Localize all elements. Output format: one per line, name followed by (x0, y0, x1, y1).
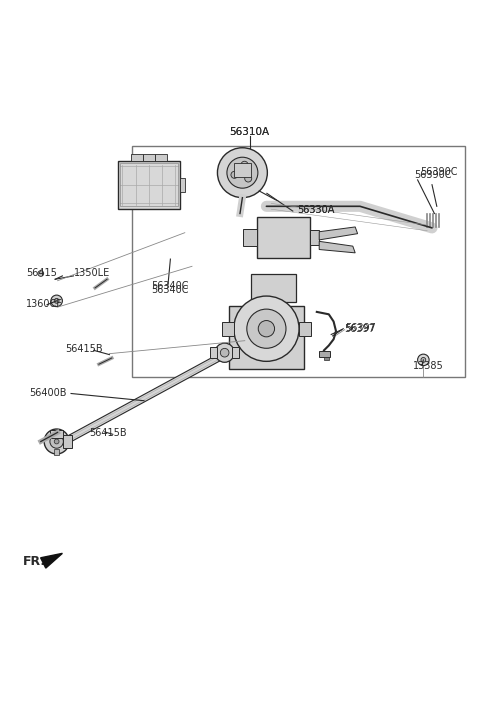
Text: 56415B: 56415B (89, 428, 126, 438)
Bar (324, 357, 329, 360)
Text: 56397: 56397 (345, 324, 375, 334)
Text: 56340C: 56340C (151, 285, 189, 295)
Text: 56340C: 56340C (151, 282, 189, 292)
Text: 13385: 13385 (413, 360, 444, 370)
Text: 56415B: 56415B (65, 344, 102, 354)
Polygon shape (319, 242, 355, 253)
Text: 56330A: 56330A (298, 204, 335, 214)
Bar (143, 154, 155, 161)
Polygon shape (319, 227, 358, 240)
Circle shape (44, 429, 69, 454)
Text: 56390C: 56390C (414, 170, 451, 180)
Bar (132, 147, 465, 377)
Text: 1360CF: 1360CF (26, 299, 63, 309)
Text: 56310A: 56310A (229, 127, 270, 137)
Bar (319, 351, 330, 357)
Polygon shape (118, 161, 180, 209)
Circle shape (227, 157, 258, 188)
Text: FR.: FR. (23, 555, 46, 568)
Polygon shape (299, 322, 311, 336)
Text: 56400B: 56400B (29, 388, 66, 398)
Circle shape (245, 175, 252, 182)
Circle shape (54, 439, 59, 444)
Circle shape (258, 320, 275, 337)
Text: 56310A: 56310A (229, 127, 270, 137)
Text: 56415: 56415 (26, 269, 57, 279)
Circle shape (38, 270, 44, 277)
Circle shape (51, 295, 62, 307)
Polygon shape (222, 322, 234, 336)
Polygon shape (63, 435, 72, 448)
Circle shape (234, 296, 299, 361)
Polygon shape (257, 217, 310, 258)
Circle shape (220, 348, 229, 357)
Polygon shape (50, 430, 63, 438)
Text: 56397: 56397 (346, 322, 376, 332)
Polygon shape (251, 274, 296, 302)
Polygon shape (180, 177, 185, 192)
Circle shape (54, 298, 59, 303)
Circle shape (231, 172, 238, 178)
Polygon shape (229, 306, 304, 368)
Polygon shape (210, 347, 217, 358)
Bar (234, 163, 251, 177)
Circle shape (241, 162, 248, 168)
Circle shape (247, 309, 286, 348)
Circle shape (217, 148, 267, 197)
Polygon shape (232, 347, 239, 358)
Circle shape (50, 435, 63, 448)
Polygon shape (243, 229, 257, 246)
Bar (131, 154, 143, 161)
Polygon shape (41, 553, 62, 568)
Text: 1350LE: 1350LE (74, 269, 111, 279)
Polygon shape (59, 350, 229, 447)
Polygon shape (310, 230, 319, 245)
Text: 56330A: 56330A (298, 204, 335, 214)
Circle shape (418, 354, 429, 365)
Polygon shape (54, 449, 59, 455)
Text: 56390C: 56390C (420, 167, 457, 177)
Bar (155, 154, 167, 161)
Circle shape (421, 358, 426, 363)
Circle shape (215, 343, 234, 363)
